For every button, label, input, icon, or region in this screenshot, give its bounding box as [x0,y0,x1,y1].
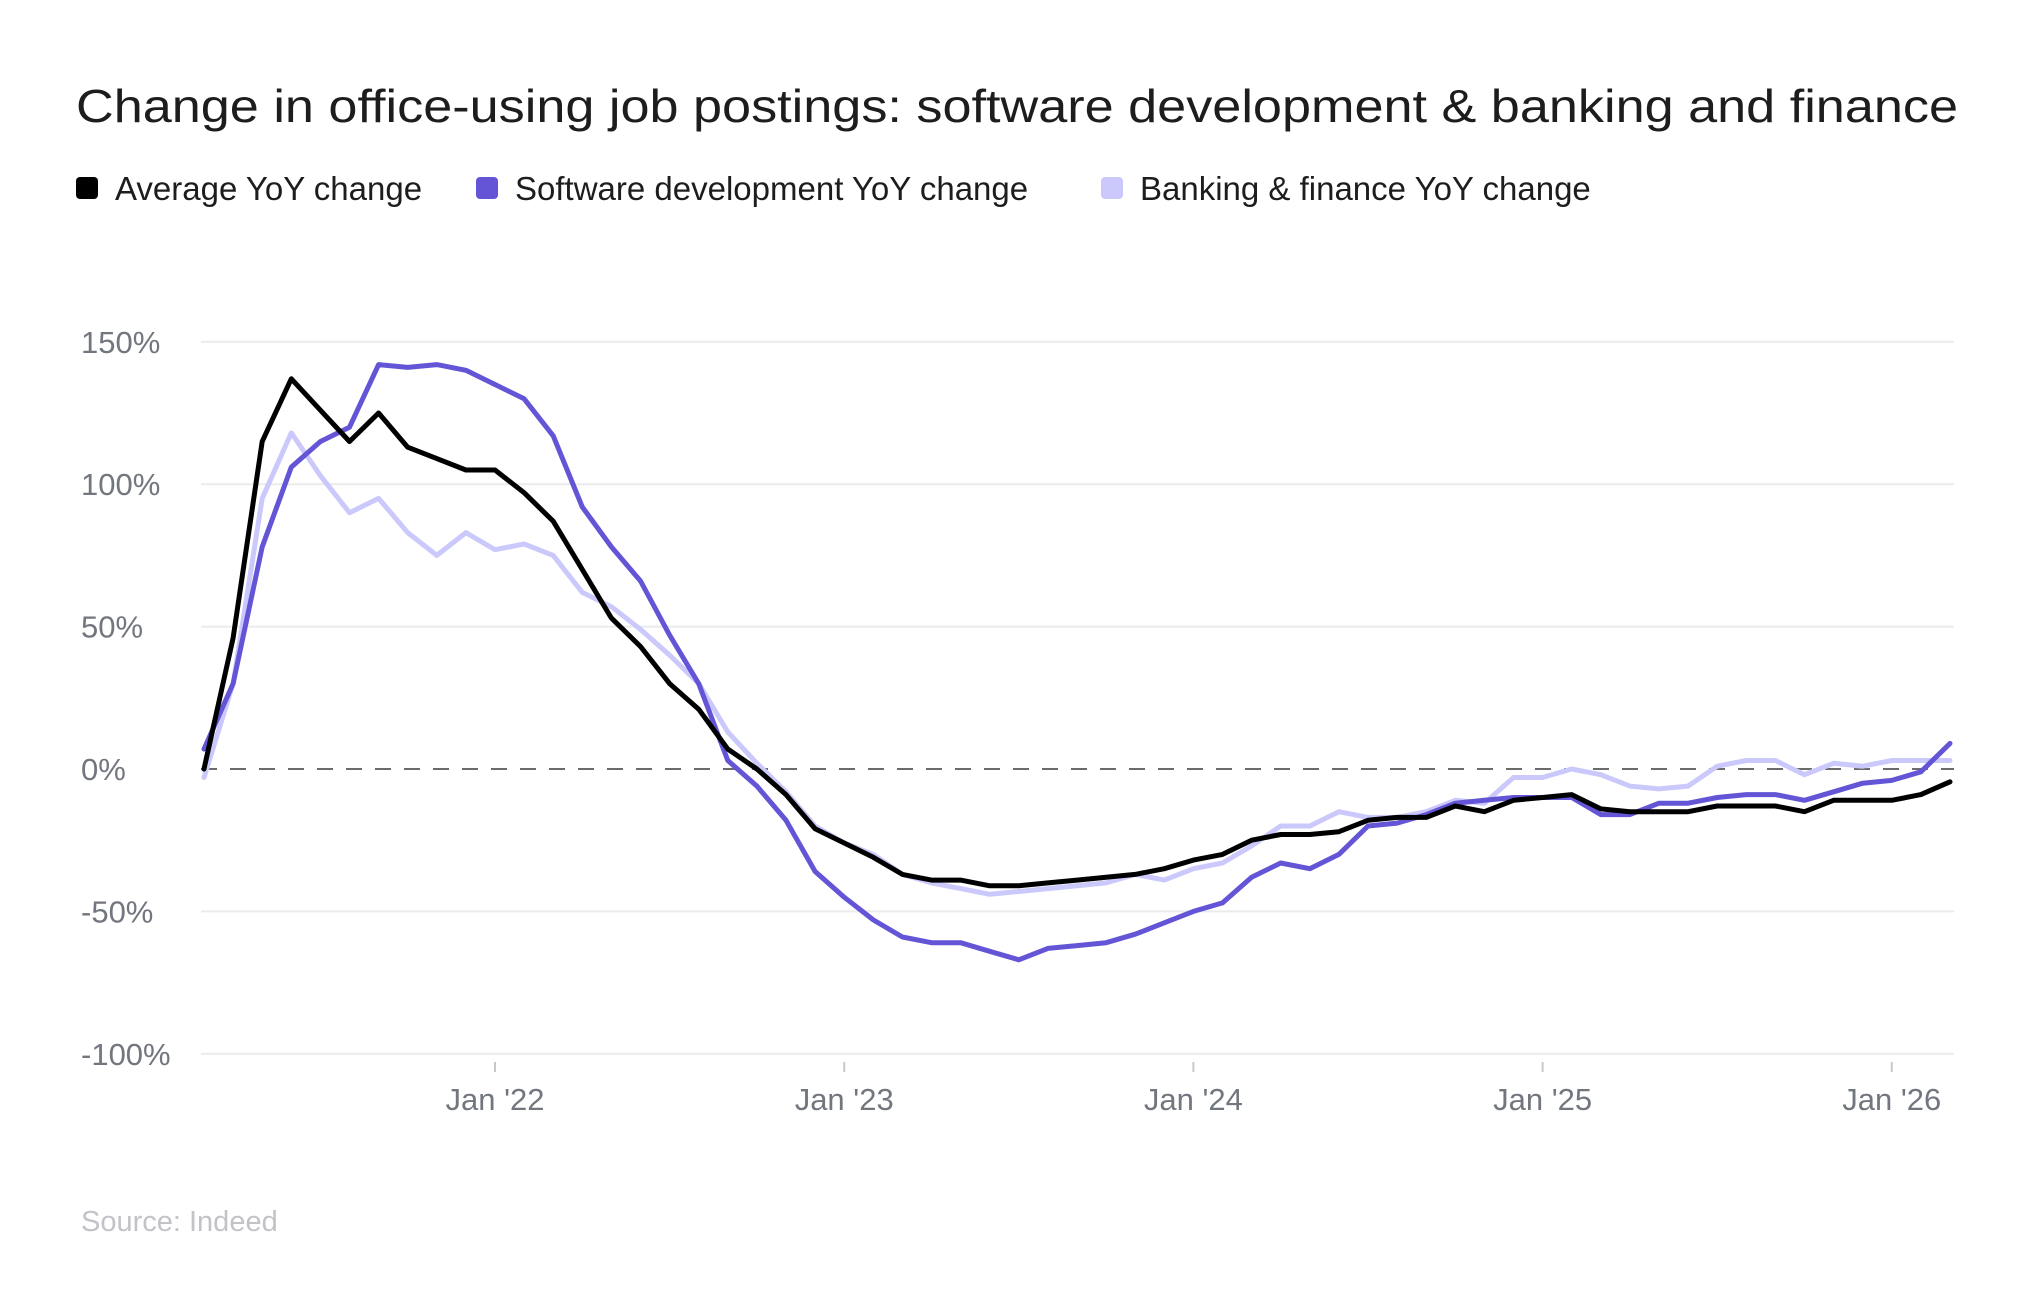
legend-swatch [76,177,98,199]
y-tick-label: 150% [81,325,160,360]
legend-swatch [476,177,498,199]
series-line-software-development-yoy-change [201,362,1953,963]
y-axis: 150% 100% 50% 0% -50% -100% [81,325,171,1072]
legend-label: Average YoY change [115,170,422,207]
y-tick-label: 100% [81,467,160,502]
chart-title: Change in office-using job postings: sof… [76,80,1958,132]
x-tick-label: Jan '26 [1842,1082,1941,1117]
y-tick-label: 50% [81,610,143,645]
x-tick-label: Jan '23 [795,1082,894,1117]
y-tick-label: -100% [81,1037,171,1072]
series-line-average-yoy-change [201,376,1953,889]
legend-label: Software development YoY change [515,170,1028,207]
y-tick-label: -50% [81,894,153,929]
legend-swatch [1101,177,1123,199]
x-axis: Jan '22 Jan '23 Jan '24 Jan '25 Jan '26 [446,1062,1941,1117]
x-tick-label: Jan '22 [446,1082,545,1117]
series-lines [201,362,1953,963]
legend: Average YoY change Software development Y… [76,170,1591,207]
x-tick-label: Jan '25 [1493,1082,1592,1117]
gridlines [201,340,1954,1055]
series-line-banking-finance-yoy-change [201,430,1953,897]
x-tick-label: Jan '24 [1144,1082,1243,1117]
source-note: Source: Indeed [81,1206,278,1238]
y-tick-label: 0% [81,752,126,787]
legend-label: Banking & finance YoY change [1140,170,1591,207]
